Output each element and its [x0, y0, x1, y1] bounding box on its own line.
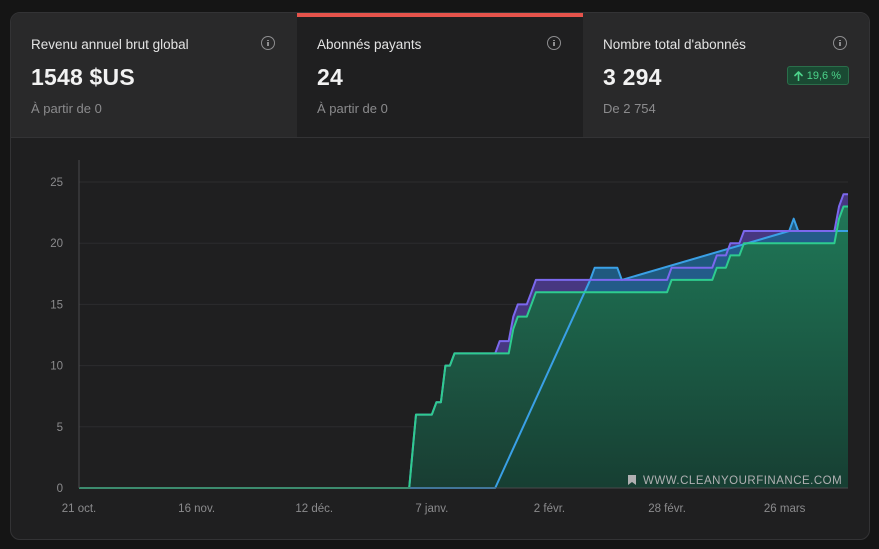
y-tick-label: 20 — [50, 238, 63, 250]
y-tick-label: 0 — [57, 483, 63, 495]
stat-revenue-label: Revenu annuel brut global — [31, 37, 189, 52]
stat-paid-subscribers[interactable]: Abonnés payants 24 À partir de 0 — [297, 13, 583, 137]
x-tick-label: 2 févr. — [534, 503, 565, 515]
info-icon[interactable] — [833, 36, 847, 50]
stat-total-subscribers[interactable]: Nombre total d'abonnés 3 294 De 2 754 19… — [583, 13, 869, 137]
growth-badge-value: 19,6 % — [806, 69, 841, 82]
stat-paid-label: Abonnés payants — [317, 37, 422, 52]
y-tick-label: 25 — [50, 177, 63, 189]
x-tick-label: 16 nov. — [178, 503, 215, 515]
bookmark-icon — [628, 475, 636, 485]
arrow-up-icon — [793, 70, 803, 81]
subscribers-chart[interactable]: 0 5 10 15 20 25 21 oct. 16 nov. 12 déc. 7 janv. 2 … — [11, 138, 869, 539]
stat-total-sub: De 2 754 — [603, 101, 656, 116]
y-tick-label: 5 — [57, 422, 63, 434]
series-paid-area — [79, 206, 848, 488]
x-tick-label: 21 oct. — [62, 503, 97, 515]
series-paid-line — [79, 205, 848, 489]
x-tick-label: 7 janv. — [415, 503, 448, 515]
watermark: WWW.CLEANYOURFINANCE.COM — [628, 475, 842, 487]
y-tick-label: 10 — [50, 361, 63, 373]
stats-card: Revenu annuel brut global 1548 $US À par… — [10, 12, 870, 540]
stat-paid-sub: À partir de 0 — [317, 101, 388, 116]
x-tick-label: 12 déc. — [295, 503, 333, 515]
x-tick-label: 26 mars — [764, 503, 806, 515]
stat-total-label: Nombre total d'abonnés — [603, 37, 746, 52]
stat-paid-value: 24 — [317, 64, 343, 90]
info-icon[interactable] — [261, 36, 275, 50]
axes: 0 5 10 15 20 25 21 oct. 16 nov. 12 déc. 7 janv. 2 … — [50, 160, 848, 515]
y-tick-label: 15 — [50, 299, 63, 311]
x-tick-label: 28 févr. — [648, 503, 686, 515]
stat-revenue[interactable]: Revenu annuel brut global 1548 $US À par… — [11, 13, 297, 137]
areas — [79, 194, 848, 488]
lines — [79, 193, 848, 489]
info-icon[interactable] — [547, 36, 561, 50]
stat-revenue-sub: À partir de 0 — [31, 101, 102, 116]
stat-revenue-value: 1548 $US — [31, 64, 135, 90]
watermark-text: WWW.CLEANYOURFINANCE.COM — [643, 475, 842, 487]
growth-badge: 19,6 % — [786, 66, 849, 85]
stat-total-value: 3 294 — [603, 64, 662, 90]
stats-row: Revenu annuel brut global 1548 $US À par… — [11, 13, 869, 138]
